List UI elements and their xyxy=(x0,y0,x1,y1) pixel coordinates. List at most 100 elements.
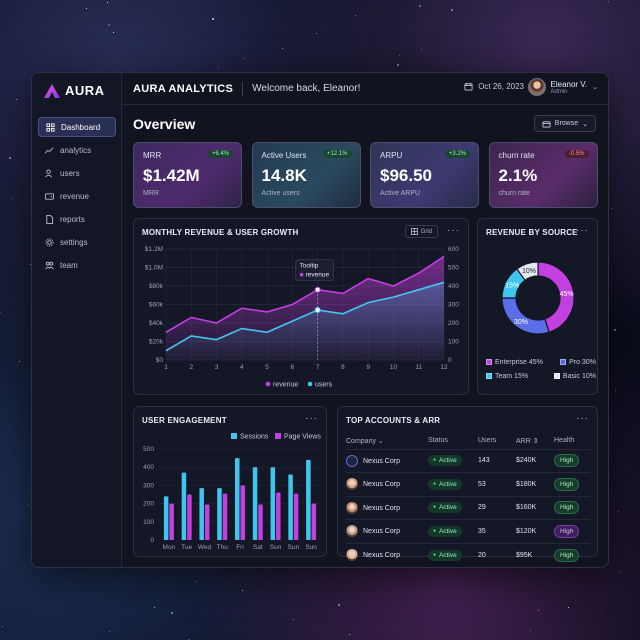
column-header-health[interactable]: Health xyxy=(554,433,590,449)
x-tick-label: 10 xyxy=(390,364,398,371)
sidebar-item-analytics[interactable]: analytics xyxy=(38,140,116,160)
x-tick-label: 5 xyxy=(265,364,269,371)
star xyxy=(293,618,295,620)
star xyxy=(85,8,87,10)
sidebar-item-revenue[interactable]: revenue xyxy=(38,186,116,206)
more-options-icon[interactable]: ··· xyxy=(576,413,589,424)
browse-button[interactable]: Browse ⌄ xyxy=(533,115,596,132)
kpi-value: $96.50 xyxy=(380,166,432,185)
page-views-bar xyxy=(204,504,210,540)
kpi-label: Active Users xyxy=(261,151,307,160)
company-avatar xyxy=(346,501,358,514)
brand-title: AURA ANALYTICS xyxy=(133,82,234,95)
top-header: AURA ANALYTICS Welcome back, Eleanor! Oc… xyxy=(122,73,608,105)
star xyxy=(354,15,356,17)
date-picker[interactable]: Oct 26, 2023 xyxy=(464,82,524,91)
kpi-sub-label: churn rate xyxy=(498,190,531,197)
column-header-label: Company xyxy=(346,437,376,445)
health-cell: High xyxy=(554,519,590,543)
y-tick-label: 500 xyxy=(143,446,154,453)
x-tick-label: 2 xyxy=(189,364,193,371)
panel-title: TOP ACCOUNTS & ARR xyxy=(346,416,441,425)
kpi-card[interactable]: MRR +6.4% $1.42M MRR xyxy=(133,142,242,208)
more-options-icon[interactable]: ··· xyxy=(305,413,318,424)
more-options-icon[interactable]: ··· xyxy=(576,225,589,236)
sidebar-item-settings[interactable]: settings xyxy=(38,232,116,252)
status-badge: Active xyxy=(428,525,462,537)
column-header-users[interactable]: Users xyxy=(478,433,516,449)
star xyxy=(8,157,11,160)
arr-cell: $180K xyxy=(516,472,554,496)
sidebar-item-users[interactable]: users xyxy=(38,163,116,183)
kpi-card[interactable]: churn rate -0.5% 2.1% churn rate xyxy=(488,142,598,208)
users-cell: 143 xyxy=(478,448,516,473)
sidebar-item-reports[interactable]: reports xyxy=(38,209,116,229)
grid-icon xyxy=(410,228,418,235)
sidebar-item-team[interactable]: team xyxy=(38,255,116,275)
top-accounts-panel: TOP ACCOUNTS & ARR ··· Company ⌄ Status Us… xyxy=(337,406,598,567)
y-tick-label: $40k xyxy=(149,320,164,327)
star xyxy=(109,630,111,632)
kpi-card[interactable]: Active Users +12.1% 14.8K Active users xyxy=(251,142,361,208)
donut-slice-enterprise xyxy=(537,261,575,333)
x-tick-label: Sun xyxy=(270,544,282,551)
sort-icon: ⇕ xyxy=(532,437,539,445)
y2-tick-label: 600 xyxy=(448,246,459,253)
y-tick-label: 200 xyxy=(143,501,154,508)
star xyxy=(611,207,613,209)
logo[interactable]: AURA xyxy=(44,83,105,98)
column-header-status[interactable]: Status xyxy=(428,433,478,449)
more-options-icon[interactable]: ··· xyxy=(447,225,460,236)
company-name: Nexus Corp xyxy=(363,528,400,536)
legend-swatch xyxy=(265,381,271,387)
kpi-delta-badge: +3.2% xyxy=(444,150,470,158)
column-header-company[interactable]: Company ⌄ xyxy=(346,433,428,449)
users-cell: 35 xyxy=(478,519,516,543)
donut-slice-label: 30% xyxy=(514,319,528,326)
sessions-bar xyxy=(306,459,311,540)
company-name: Nexus Corp xyxy=(363,481,400,489)
grid-icon xyxy=(46,122,55,132)
legend-row: Team 15% Basic 10% xyxy=(486,373,596,380)
gear-icon xyxy=(45,237,54,247)
nexus-logo-icon xyxy=(346,454,358,467)
bar-chart: 0 100 200 300 400 500 Mon Tue Wed Thu Fri Sat Sun Sun… xyxy=(143,433,321,551)
star xyxy=(316,33,318,35)
page-views-bar xyxy=(258,504,263,540)
sidebar-item-label: team xyxy=(60,260,78,270)
y-tick-label: $20k xyxy=(149,339,164,346)
status-cell: Active xyxy=(428,472,478,496)
calendar-icon xyxy=(464,82,473,91)
sidebar-item-dashboard[interactable]: Dashboard xyxy=(38,117,116,137)
x-tick-label: 1 xyxy=(164,364,168,371)
kpi-card[interactable]: ARPU +3.2% $96.50 Active ARPU xyxy=(370,142,479,208)
donut-slice-label: 45% xyxy=(560,291,574,298)
y-tick-label: 300 xyxy=(143,482,154,489)
legend-swatch xyxy=(231,433,237,439)
kpi-sub-label: Active ARPU xyxy=(380,190,421,197)
user-menu[interactable]: Eleanor V. Admin ⌄ xyxy=(527,78,598,96)
company-cell: Nexus Corp xyxy=(346,519,428,543)
tooltip-box xyxy=(295,259,334,282)
grid-toggle-button[interactable]: Grid xyxy=(404,225,438,238)
status-cell: Active xyxy=(428,495,478,520)
legend-label: Pro 30% xyxy=(569,359,596,366)
sidebar-item-label: users xyxy=(60,168,80,178)
legend-swatch xyxy=(486,373,492,380)
legend-item: Pro 30% xyxy=(560,359,596,366)
y-tick-label: $1.2M xyxy=(145,246,163,253)
revenue-source-panel: REVENUE BY SOURCE ··· 45% 30% 15% 10% Enter… xyxy=(477,218,598,395)
column-header-arr[interactable]: ARR ⇕ xyxy=(516,433,554,449)
sidebar-item-label: reports xyxy=(60,214,85,224)
kpi-delta-badge: +12.1% xyxy=(322,150,352,158)
y2-tick-label: 400 xyxy=(448,283,459,290)
star xyxy=(195,580,197,582)
users-line xyxy=(165,281,445,352)
page-views-bar xyxy=(240,485,245,540)
star xyxy=(396,63,399,66)
